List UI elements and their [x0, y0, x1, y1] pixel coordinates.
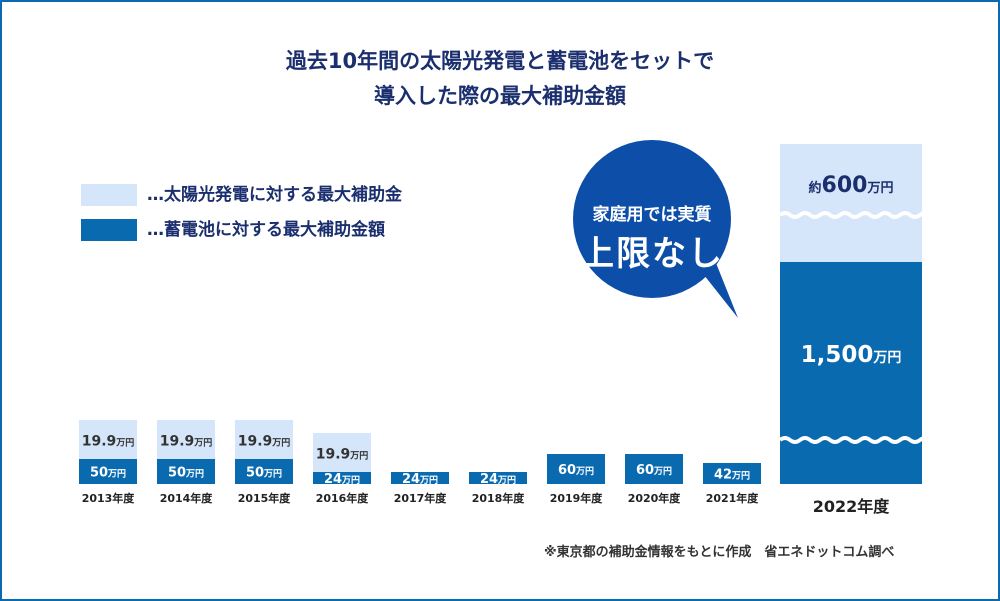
bar-label-battery-2017年度: 24万円 — [402, 472, 438, 487]
x-tick-label: 2020年度 — [628, 491, 682, 505]
bar-battery-2016年度 — [313, 472, 371, 484]
bar-label-battery-2022年度: 1,500万円 — [801, 342, 902, 368]
bar-label-battery-2015年度: 50万円 — [246, 466, 282, 481]
bar-solar-2014年度 — [157, 420, 215, 459]
bar-label-solar-2014年度: 19.9万円 — [160, 434, 213, 450]
x-tick-label: 2017年度 — [394, 491, 448, 505]
legend-label-battery: …蓄電池に対する最大補助金額 — [147, 220, 385, 240]
x-tick-label: 2021年度 — [706, 491, 760, 505]
legend-label-solar: …太陽光発電に対する最大補助金 — [147, 185, 402, 205]
bar-label-solar-2016年度: 19.9万円 — [316, 447, 369, 463]
chart-title-line-2: 導入した際の最大補助金額 — [374, 84, 626, 108]
legend-swatch-solar — [81, 184, 137, 206]
callout-line-2: 上限なし — [580, 234, 724, 274]
bar-label-battery-2018年度: 24万円 — [480, 472, 516, 487]
axis-break-wave — [778, 436, 942, 444]
bar-solar-2016年度 — [313, 433, 371, 472]
source-footnote: ※東京都の補助金情報をもとに作成 省エネドットコム調べ — [544, 545, 895, 560]
chart-title-line-1: 過去10年間の太陽光発電と蓄電池をセットで — [285, 49, 715, 73]
bar-battery-2022年度 — [780, 262, 922, 484]
bar-label-solar-2013年度: 19.9万円 — [82, 434, 135, 450]
x-tick-label: 2014年度 — [160, 491, 214, 505]
bar-solar-2015年度 — [235, 420, 293, 459]
bar-battery-2015年度 — [235, 459, 293, 484]
bar-battery-2014年度 — [157, 459, 215, 484]
bar-label-battery-2016年度: 24万円 — [324, 472, 360, 487]
callout-circle — [573, 140, 731, 298]
x-tick-label: 2018年度 — [472, 491, 526, 505]
legend-swatch-battery — [81, 219, 137, 241]
bar-battery-2021年度 — [703, 463, 761, 484]
bar-label-battery-2013年度: 50万円 — [90, 466, 126, 481]
axis-break-wave — [778, 211, 942, 219]
bar-battery-2013年度 — [79, 459, 137, 484]
bar-battery-2019年度 — [547, 454, 605, 484]
bar-battery-2020年度 — [625, 454, 683, 484]
bar-solar-2022年度 — [780, 144, 922, 262]
bar-label-battery-2014年度: 50万円 — [168, 466, 204, 481]
callout-line-1: 家庭用では実質 — [592, 205, 712, 225]
x-tick-label: 2019年度 — [550, 491, 604, 505]
x-tick-label: 2022年度 — [813, 497, 891, 516]
callout-tail — [700, 258, 738, 318]
bar-label-battery-2021年度: 42万円 — [714, 468, 750, 483]
x-tick-label: 2013年度 — [82, 491, 136, 505]
bar-label-battery-2020年度: 60万円 — [636, 463, 672, 478]
bar-label-battery-2019年度: 60万円 — [558, 463, 594, 478]
bar-solar-2013年度 — [79, 420, 137, 459]
x-tick-label: 2016年度 — [316, 491, 370, 505]
x-tick-label: 2015年度 — [238, 491, 292, 505]
bar-label-solar-2022年度: 約600万円 — [809, 173, 894, 198]
bar-label-solar-2015年度: 19.9万円 — [238, 434, 291, 450]
bar-battery-2017年度 — [391, 472, 449, 484]
bar-battery-2018年度 — [469, 472, 527, 484]
